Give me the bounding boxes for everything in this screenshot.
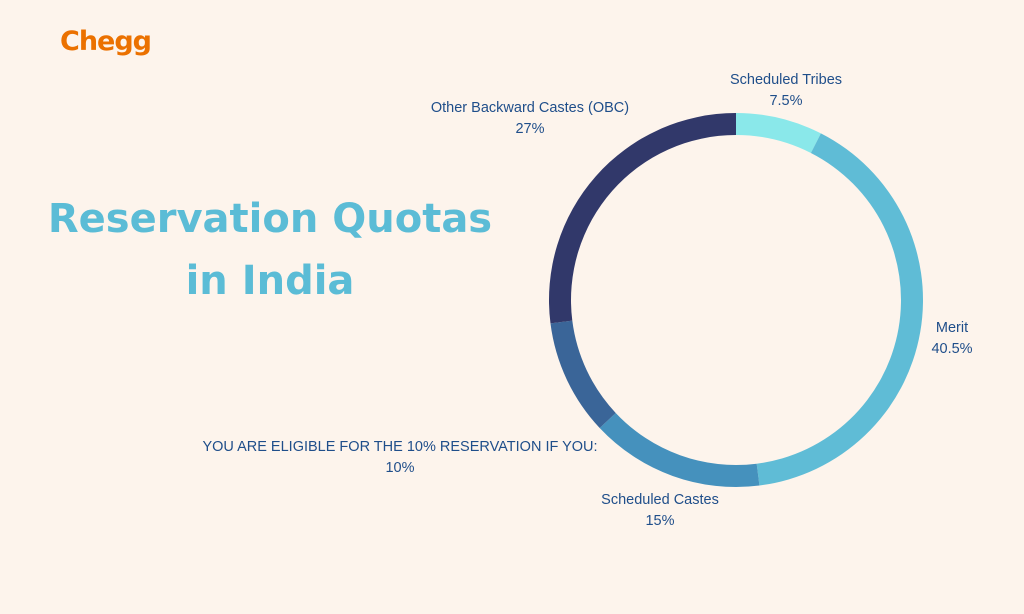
- slice-label: YOU ARE ELIGIBLE FOR THE 10% RESERVATION…: [202, 439, 597, 455]
- slice-label: Scheduled Tribes: [730, 72, 842, 88]
- donut-slice: [549, 113, 736, 324]
- donut-slice: [550, 320, 616, 429]
- donut-slice: [599, 412, 760, 487]
- slice-value-label: 27%: [515, 121, 544, 137]
- slice-value-label: 7.5%: [769, 93, 802, 109]
- chart-title: Reservation Quotas in India: [47, 196, 493, 304]
- donut-slice: [736, 113, 821, 153]
- donut-slice: [756, 133, 923, 486]
- slice-label: Other Backward Castes (OBC): [431, 100, 629, 116]
- slice-label: Scheduled Castes: [601, 492, 719, 508]
- slice-label: Merit: [936, 320, 968, 336]
- slice-value-label: 40.5%: [931, 341, 972, 357]
- slice-value-label: 15%: [645, 513, 674, 529]
- brand-logo: Chegg: [60, 26, 152, 57]
- slice-value-label: 10%: [385, 460, 414, 476]
